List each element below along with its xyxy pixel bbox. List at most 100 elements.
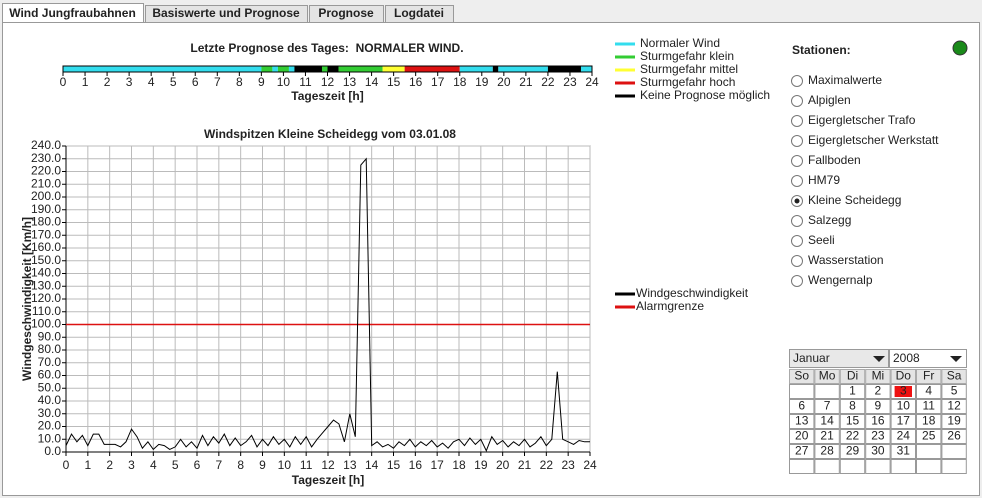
day-cell[interactable] [789, 429, 815, 444]
station-label[interactable]: Seeli [808, 233, 835, 247]
year-combo[interactable] [889, 349, 967, 368]
tab[interactable] [309, 5, 384, 23]
station-label[interactable]: Fallboden [808, 153, 861, 167]
tab-label[interactable]: Logdatei [394, 6, 444, 20]
day-label[interactable]: 3 [900, 384, 907, 398]
station-label[interactable]: Eigergletscher Trafo [808, 113, 916, 127]
day-cell[interactable] [839, 414, 866, 429]
radio-dot[interactable] [794, 198, 800, 204]
tab[interactable] [2, 3, 144, 23]
day-cell[interactable] [839, 399, 866, 414]
station-label[interactable]: Wasserstation [808, 253, 884, 267]
day-label[interactable]: 13 [795, 414, 809, 428]
day-label[interactable]: 19 [947, 414, 961, 428]
day-label[interactable]: 18 [922, 414, 936, 428]
day-label[interactable]: 11 [922, 399, 935, 413]
day-cell[interactable] [839, 444, 866, 459]
day-cell[interactable] [916, 414, 942, 429]
day-label[interactable]: 2 [875, 384, 882, 398]
day-label[interactable]: 10 [897, 399, 911, 413]
station-label[interactable]: Wengernalp [808, 273, 873, 287]
day-cell[interactable] [941, 429, 967, 444]
day-label[interactable]: 6 [798, 399, 805, 413]
radio-button[interactable] [791, 135, 803, 147]
day-label[interactable]: 22 [846, 429, 860, 443]
day-label[interactable]: 31 [897, 444, 911, 458]
day-cell[interactable] [865, 399, 891, 414]
day-cell[interactable] [890, 429, 916, 444]
day-cell[interactable] [814, 429, 840, 444]
station-label[interactable]: Eigergletscher Werkstatt [808, 133, 939, 147]
radio-button[interactable] [791, 75, 803, 87]
day-cell[interactable] [916, 384, 942, 399]
month-label[interactable]: Januar [793, 351, 830, 365]
day-cell[interactable] [789, 414, 815, 429]
day-cell[interactable] [865, 444, 891, 459]
day-label[interactable]: 5 [951, 384, 958, 398]
day-cell[interactable] [865, 429, 891, 444]
day-label[interactable]: 17 [897, 414, 911, 428]
tab-label[interactable]: Basiswerte und Prognose [152, 6, 300, 20]
day-label[interactable]: 28 [820, 444, 834, 458]
radio-button[interactable] [791, 255, 803, 267]
day-cell[interactable] [814, 414, 840, 429]
day-label[interactable]: 24 [897, 429, 911, 443]
radio-button[interactable] [791, 235, 803, 247]
radio-button[interactable] [791, 175, 803, 187]
station-label[interactable]: Alpiglen [808, 93, 851, 107]
radio-button[interactable] [791, 115, 803, 127]
combo-arrow[interactable] [873, 356, 885, 362]
day-cell[interactable] [890, 444, 916, 459]
day-selected[interactable] [894, 386, 912, 397]
station-label[interactable]: Kleine Scheidegg [808, 193, 901, 207]
day-label[interactable]: 23 [871, 429, 885, 443]
day-label[interactable]: 12 [947, 399, 961, 413]
day-cell[interactable] [814, 399, 840, 414]
day-label[interactable]: 29 [846, 444, 860, 458]
combo-arrow[interactable] [950, 356, 962, 362]
day-cell[interactable] [941, 414, 967, 429]
tab[interactable] [385, 5, 454, 23]
x-tick-label: 22 [540, 458, 554, 472]
station-label[interactable]: HM79 [808, 173, 840, 187]
day-cell[interactable] [865, 414, 891, 429]
day-cell[interactable] [839, 429, 866, 444]
day-label[interactable]: 16 [871, 414, 885, 428]
station-label[interactable]: Maximalwerte [808, 73, 882, 87]
forecast-segment [459, 66, 493, 72]
day-cell[interactable] [890, 414, 916, 429]
radio-button[interactable] [791, 275, 803, 287]
day-label[interactable]: 25 [922, 429, 936, 443]
day-cell[interactable] [916, 429, 942, 444]
day-cell[interactable] [941, 384, 967, 399]
day-label[interactable]: 14 [820, 414, 834, 428]
day-label[interactable]: 7 [824, 399, 831, 413]
day-label[interactable]: 30 [871, 444, 885, 458]
day-cell[interactable] [865, 384, 891, 399]
radio-button[interactable] [791, 215, 803, 227]
day-label[interactable]: 4 [925, 384, 932, 398]
day-label[interactable]: 15 [846, 414, 860, 428]
tab[interactable] [145, 5, 308, 23]
day-cell[interactable] [839, 384, 866, 399]
day-label[interactable]: 1 [849, 384, 856, 398]
year-label[interactable]: 2008 [893, 351, 920, 365]
day-cell[interactable] [789, 399, 815, 414]
radio-button[interactable] [791, 155, 803, 167]
day-cell[interactable] [789, 444, 815, 459]
day-cell[interactable] [890, 399, 916, 414]
radio-button[interactable] [791, 95, 803, 107]
day-cell[interactable] [941, 399, 967, 414]
day-label[interactable]: 8 [849, 399, 856, 413]
station-label[interactable]: Salzegg [808, 213, 851, 227]
day-label[interactable]: 21 [820, 429, 834, 443]
tab-label[interactable]: Prognose [318, 6, 374, 20]
day-label[interactable]: 26 [947, 429, 961, 443]
day-label[interactable]: 27 [795, 444, 809, 458]
month-combo[interactable] [789, 349, 889, 368]
day-label[interactable]: 9 [875, 399, 882, 413]
day-cell[interactable] [916, 399, 942, 414]
tab-label[interactable]: Wind Jungfraubahnen [9, 6, 136, 20]
day-cell[interactable] [814, 444, 840, 459]
day-label[interactable]: 20 [795, 429, 809, 443]
